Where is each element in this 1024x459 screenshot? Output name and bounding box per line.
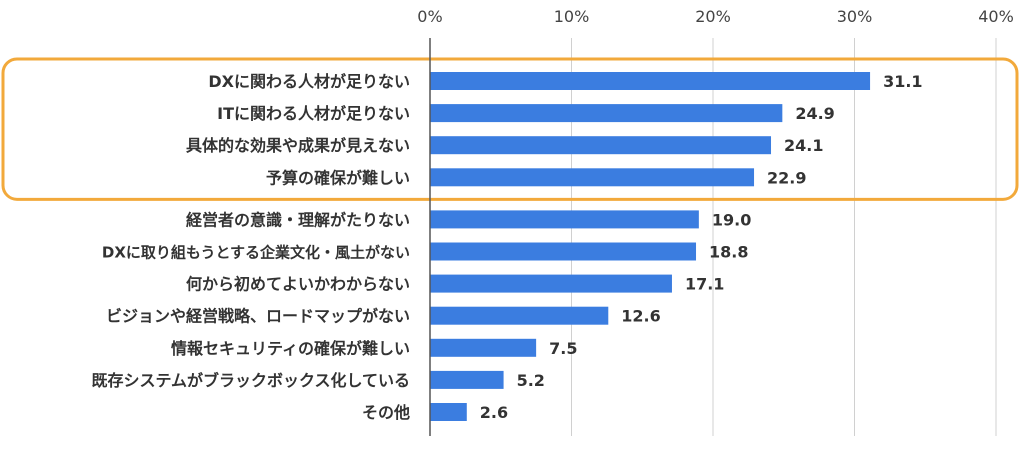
- bar: [430, 72, 871, 90]
- bar: [430, 168, 755, 187]
- category-label: DXに取り組もうとする企業文化・風土がない: [102, 244, 410, 262]
- category-label: 経営者の意識・理解がたりない: [186, 210, 410, 229]
- x-tick-label: 0%: [417, 7, 442, 26]
- bar: [430, 274, 672, 293]
- value-label: 17.1: [685, 275, 724, 294]
- bar: [430, 242, 697, 261]
- value-labels: 31.1 24.9 24.1 22.9 19.0 18.8 17.1 12.6 7.55.2 2.…: [480, 72, 923, 422]
- value-label: 24.9: [795, 104, 834, 123]
- highlight-group: [1, 57, 1019, 201]
- bar: [430, 136, 772, 155]
- value-label: 31.1: [883, 72, 922, 91]
- value-label: 24.1: [784, 136, 823, 155]
- bars: [430, 72, 871, 421]
- value-label: 2.6: [480, 403, 508, 422]
- bar: [430, 338, 537, 357]
- category-label: ビジョンや経営戦略、ロードマップがない: [106, 307, 410, 326]
- bar: [430, 403, 467, 421]
- x-axis-ticks: 0% 10% 20% 30% 40%: [417, 7, 1013, 26]
- category-labels: DXに関わる人材が足りない ITに関わる人材が足りない具体的な効果や成果が見えない…: [91, 72, 410, 422]
- x-tick-label: 40%: [978, 7, 1014, 26]
- bar: [430, 370, 504, 389]
- bar: [430, 104, 783, 123]
- x-tick-label: 30%: [837, 7, 873, 26]
- value-label: 7.5: [549, 339, 577, 358]
- category-label: その他: [362, 403, 410, 422]
- category-label: DXに関わる人材が足りない: [208, 72, 410, 91]
- value-label: 18.8: [709, 243, 748, 262]
- highlight-box: [1, 57, 1019, 201]
- category-label: 情報セキュリティの確保が難しい: [171, 339, 410, 358]
- category-label: 既存システムがブラックボックス化している: [91, 371, 410, 390]
- bar: [430, 210, 699, 229]
- category-label: ITに関わる人材が足りない: [217, 104, 410, 123]
- grid-lines: [571, 38, 997, 436]
- value-label: 19.0: [712, 210, 751, 229]
- category-label: 何から初めてよいかわからない: [186, 275, 410, 294]
- value-label: 12.6: [621, 307, 660, 326]
- value-label: 22.9: [767, 168, 806, 187]
- category-label: 予算の確保が難しい: [266, 168, 410, 187]
- x-tick-label: 10%: [554, 7, 590, 26]
- bar: [430, 306, 609, 325]
- category-label: 具体的な効果や成果が見えない: [186, 136, 410, 155]
- x-tick-label: 20%: [695, 7, 731, 26]
- value-label: 5.2: [517, 371, 545, 390]
